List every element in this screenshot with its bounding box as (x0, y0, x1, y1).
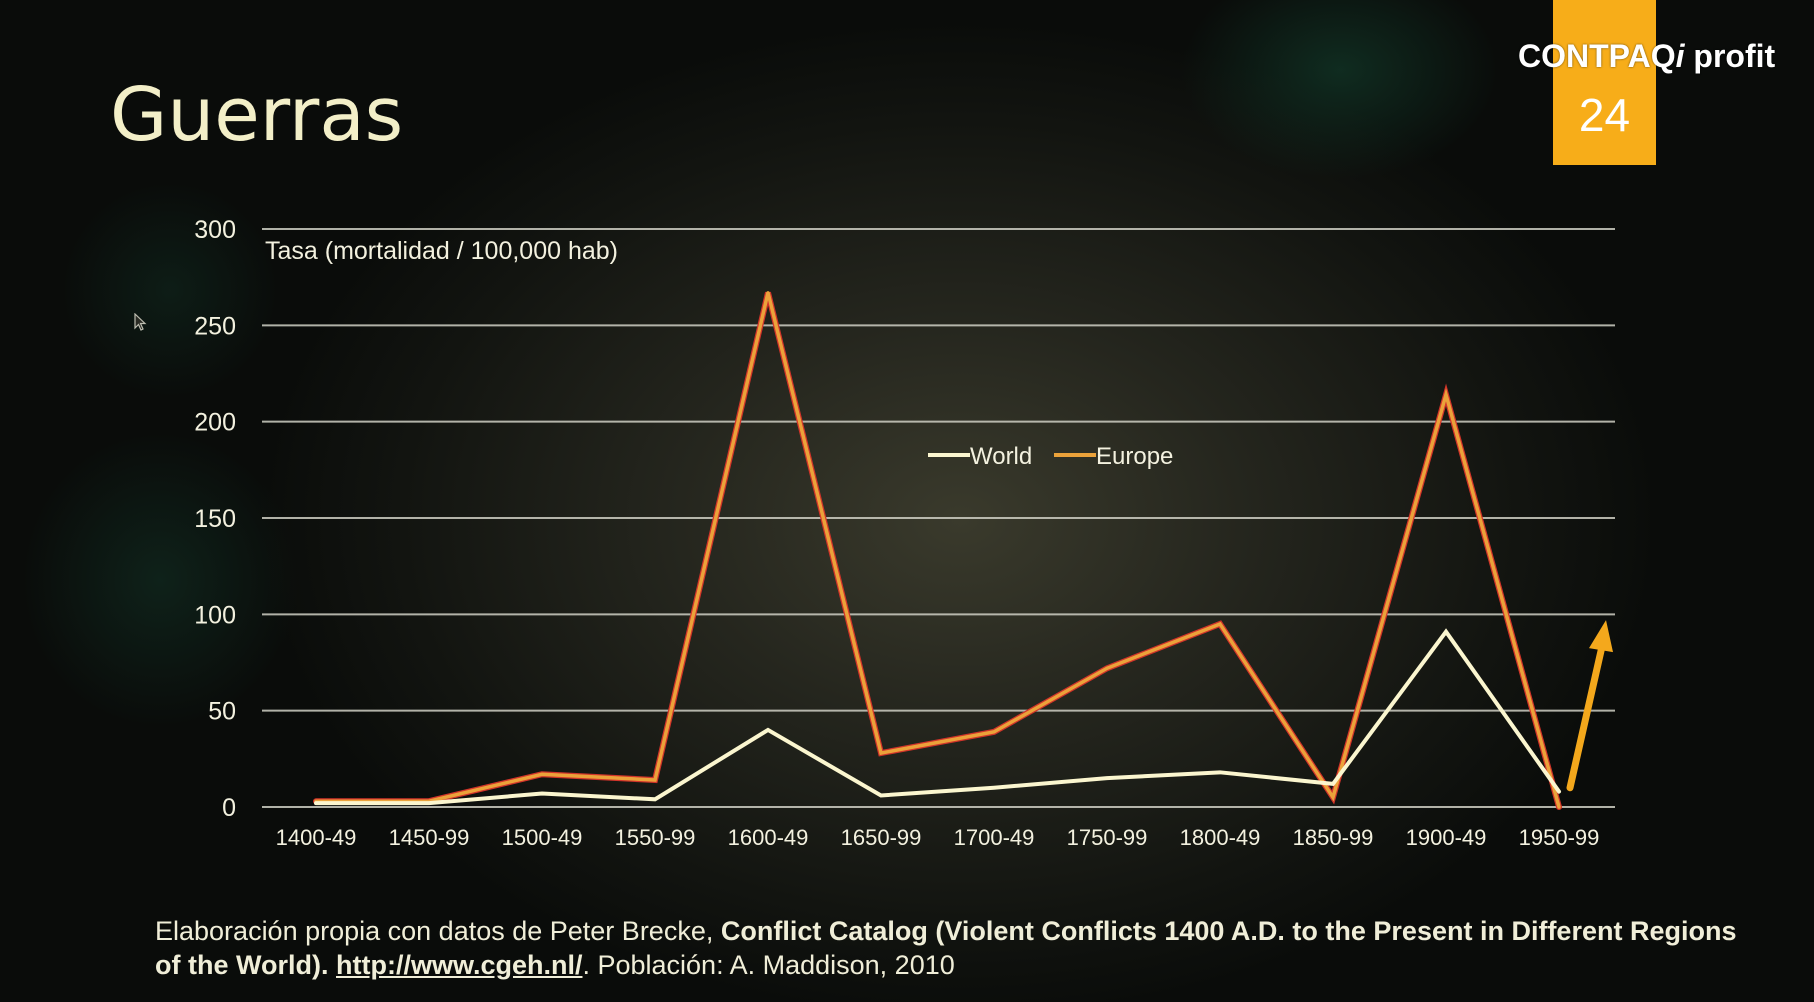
source-suffix: . Población: A. Maddison, 2010 (582, 950, 955, 980)
x-tick-label: 1500-49 (502, 825, 583, 850)
y-tick-label: 150 (194, 505, 236, 533)
y-tick-label: 200 (194, 409, 236, 437)
y-tick-label: 300 (194, 216, 236, 244)
x-tick-label: 1800-49 (1180, 825, 1261, 850)
x-tick-label: 1850-99 (1293, 825, 1374, 850)
data-point (766, 291, 770, 295)
arrow-shaft (1566, 638, 1607, 792)
x-tick-label: 1450-99 (389, 825, 470, 850)
data-point (314, 801, 318, 805)
series-line-world (314, 628, 1561, 806)
slide-number-badge (1553, 0, 1656, 165)
y-axis-label: Tasa (mortalidad / 100,000 hab) (265, 237, 618, 265)
x-tick-label: 1400-49 (276, 825, 357, 850)
y-tick-label: 250 (194, 312, 236, 340)
data-point (1557, 805, 1561, 809)
brand-name: CONTPAQ (1518, 38, 1676, 74)
series (313, 291, 1562, 810)
x-tick-label: 1550-99 (615, 825, 696, 850)
data-point (992, 730, 996, 734)
source-citation: Elaboración propia con datos de Peter Br… (155, 914, 1755, 982)
x-tick-label: 1750-99 (1067, 825, 1148, 850)
data-point (653, 797, 657, 801)
background-glow (1180, 0, 1500, 180)
data-point (1331, 795, 1335, 799)
source-prefix: Elaboración propia con datos de Peter Br… (155, 916, 721, 946)
x-tick-label: 1950-99 (1519, 825, 1600, 850)
data-point (766, 728, 770, 732)
y-tick-label: 100 (194, 601, 236, 629)
data-point (540, 772, 544, 776)
data-point (992, 786, 996, 790)
data-point (1444, 630, 1448, 634)
x-tick-label: 1700-49 (954, 825, 1035, 850)
data-point (1331, 782, 1335, 786)
data-point (653, 778, 657, 782)
grid-lines (262, 228, 1615, 808)
source-link[interactable]: http://www.cgeh.nl/ (336, 950, 583, 980)
data-point (1105, 666, 1109, 670)
legend: World Europe (928, 443, 1173, 470)
x-tick-label: 1900-49 (1406, 825, 1487, 850)
data-point (879, 751, 883, 755)
slide-number: 24 (1578, 89, 1631, 141)
y-tick-label: 0 (222, 794, 236, 822)
data-point (427, 801, 431, 805)
data-point (1218, 622, 1222, 626)
arrow-annotation (1566, 620, 1613, 792)
background-glow (20, 430, 300, 730)
series-line-europe (314, 292, 1561, 809)
data-point (540, 792, 544, 796)
data-point (1218, 770, 1222, 774)
brand-suffix: profit (1693, 38, 1776, 74)
mouse-cursor-icon (134, 313, 147, 331)
legend-label-world: World (970, 443, 1032, 470)
data-point (879, 793, 883, 797)
x-tick-label: 1650-99 (841, 825, 922, 850)
y-axis-ticks: 0 50 100 150 200 250 300 (194, 216, 236, 822)
legend-label-europe: Europe (1096, 443, 1173, 470)
arrow-head (1589, 620, 1613, 653)
background-glow (60, 180, 280, 400)
slide-title: Guerras (110, 72, 404, 158)
data-point (1557, 790, 1561, 794)
x-axis-ticks: 1400-49 1450-99 1500-49 1550-99 1600-49 1650-… (276, 825, 1600, 850)
x-tick-label: 1600-49 (728, 825, 809, 850)
source-title: Conflict Catalog (Violent Conflicts 1400… (155, 916, 1737, 980)
data-point (1444, 393, 1448, 397)
y-tick-label: 50 (208, 698, 236, 726)
brand-logo: CONTPAQi profit (1518, 38, 1775, 75)
brand-name-i: i (1675, 38, 1685, 74)
data-point (1105, 776, 1109, 780)
